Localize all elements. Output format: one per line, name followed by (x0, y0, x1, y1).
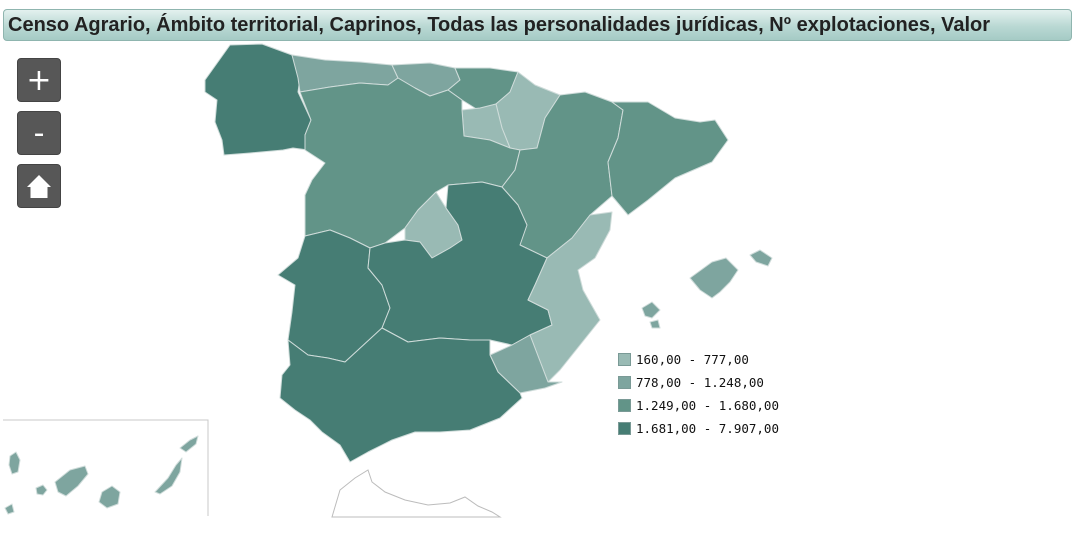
legend-label: 778,00 - 1.248,00 (636, 375, 764, 390)
africa-coast-outline (331, 469, 502, 518)
legend-item: 1.249,00 - 1.680,00 (618, 394, 779, 417)
canary-inset-frame (3, 419, 209, 516)
region-canarias-el-hierro[interactable] (4, 503, 15, 515)
region-canarias-gran-canaria[interactable] (98, 485, 121, 509)
region-cataluna[interactable] (607, 101, 729, 216)
region-canarias-la-gomera[interactable] (35, 484, 48, 496)
legend: 160,00 - 777,00 778,00 - 1.248,00 1.249,… (618, 348, 779, 440)
legend-swatch (618, 353, 631, 366)
region-canarias-fuerteventura[interactable] (154, 457, 183, 495)
region-galicia[interactable] (204, 43, 312, 156)
home-button[interactable] (17, 164, 61, 208)
region-mallorca[interactable] (689, 257, 739, 299)
region-menorca[interactable] (749, 249, 773, 267)
region-formentera[interactable] (649, 319, 661, 329)
legend-swatch (618, 422, 631, 435)
region-canarias-la-palma[interactable] (8, 451, 21, 475)
legend-item: 1.681,00 - 7.907,00 (618, 417, 779, 440)
map-title: Censo Agrario, Ámbito territorial, Capri… (3, 9, 1072, 41)
region-canarias-lanzarote[interactable] (179, 435, 199, 453)
legend-item: 778,00 - 1.248,00 (618, 371, 779, 394)
zoom-out-button[interactable]: - (17, 111, 61, 155)
legend-item: 160,00 - 777,00 (618, 348, 779, 371)
zoom-in-button[interactable]: + (17, 58, 61, 102)
legend-swatch (618, 399, 631, 412)
region-comunidad-valenciana[interactable] (527, 211, 613, 383)
region-ibiza[interactable] (641, 301, 661, 319)
home-icon (27, 175, 51, 198)
legend-label: 1.249,00 - 1.680,00 (636, 398, 779, 413)
legend-label: 160,00 - 777,00 (636, 352, 749, 367)
legend-swatch (618, 376, 631, 389)
region-andalucia[interactable] (279, 327, 523, 463)
region-canarias-tenerife[interactable] (54, 465, 89, 497)
legend-label: 1.681,00 - 7.907,00 (636, 421, 779, 436)
